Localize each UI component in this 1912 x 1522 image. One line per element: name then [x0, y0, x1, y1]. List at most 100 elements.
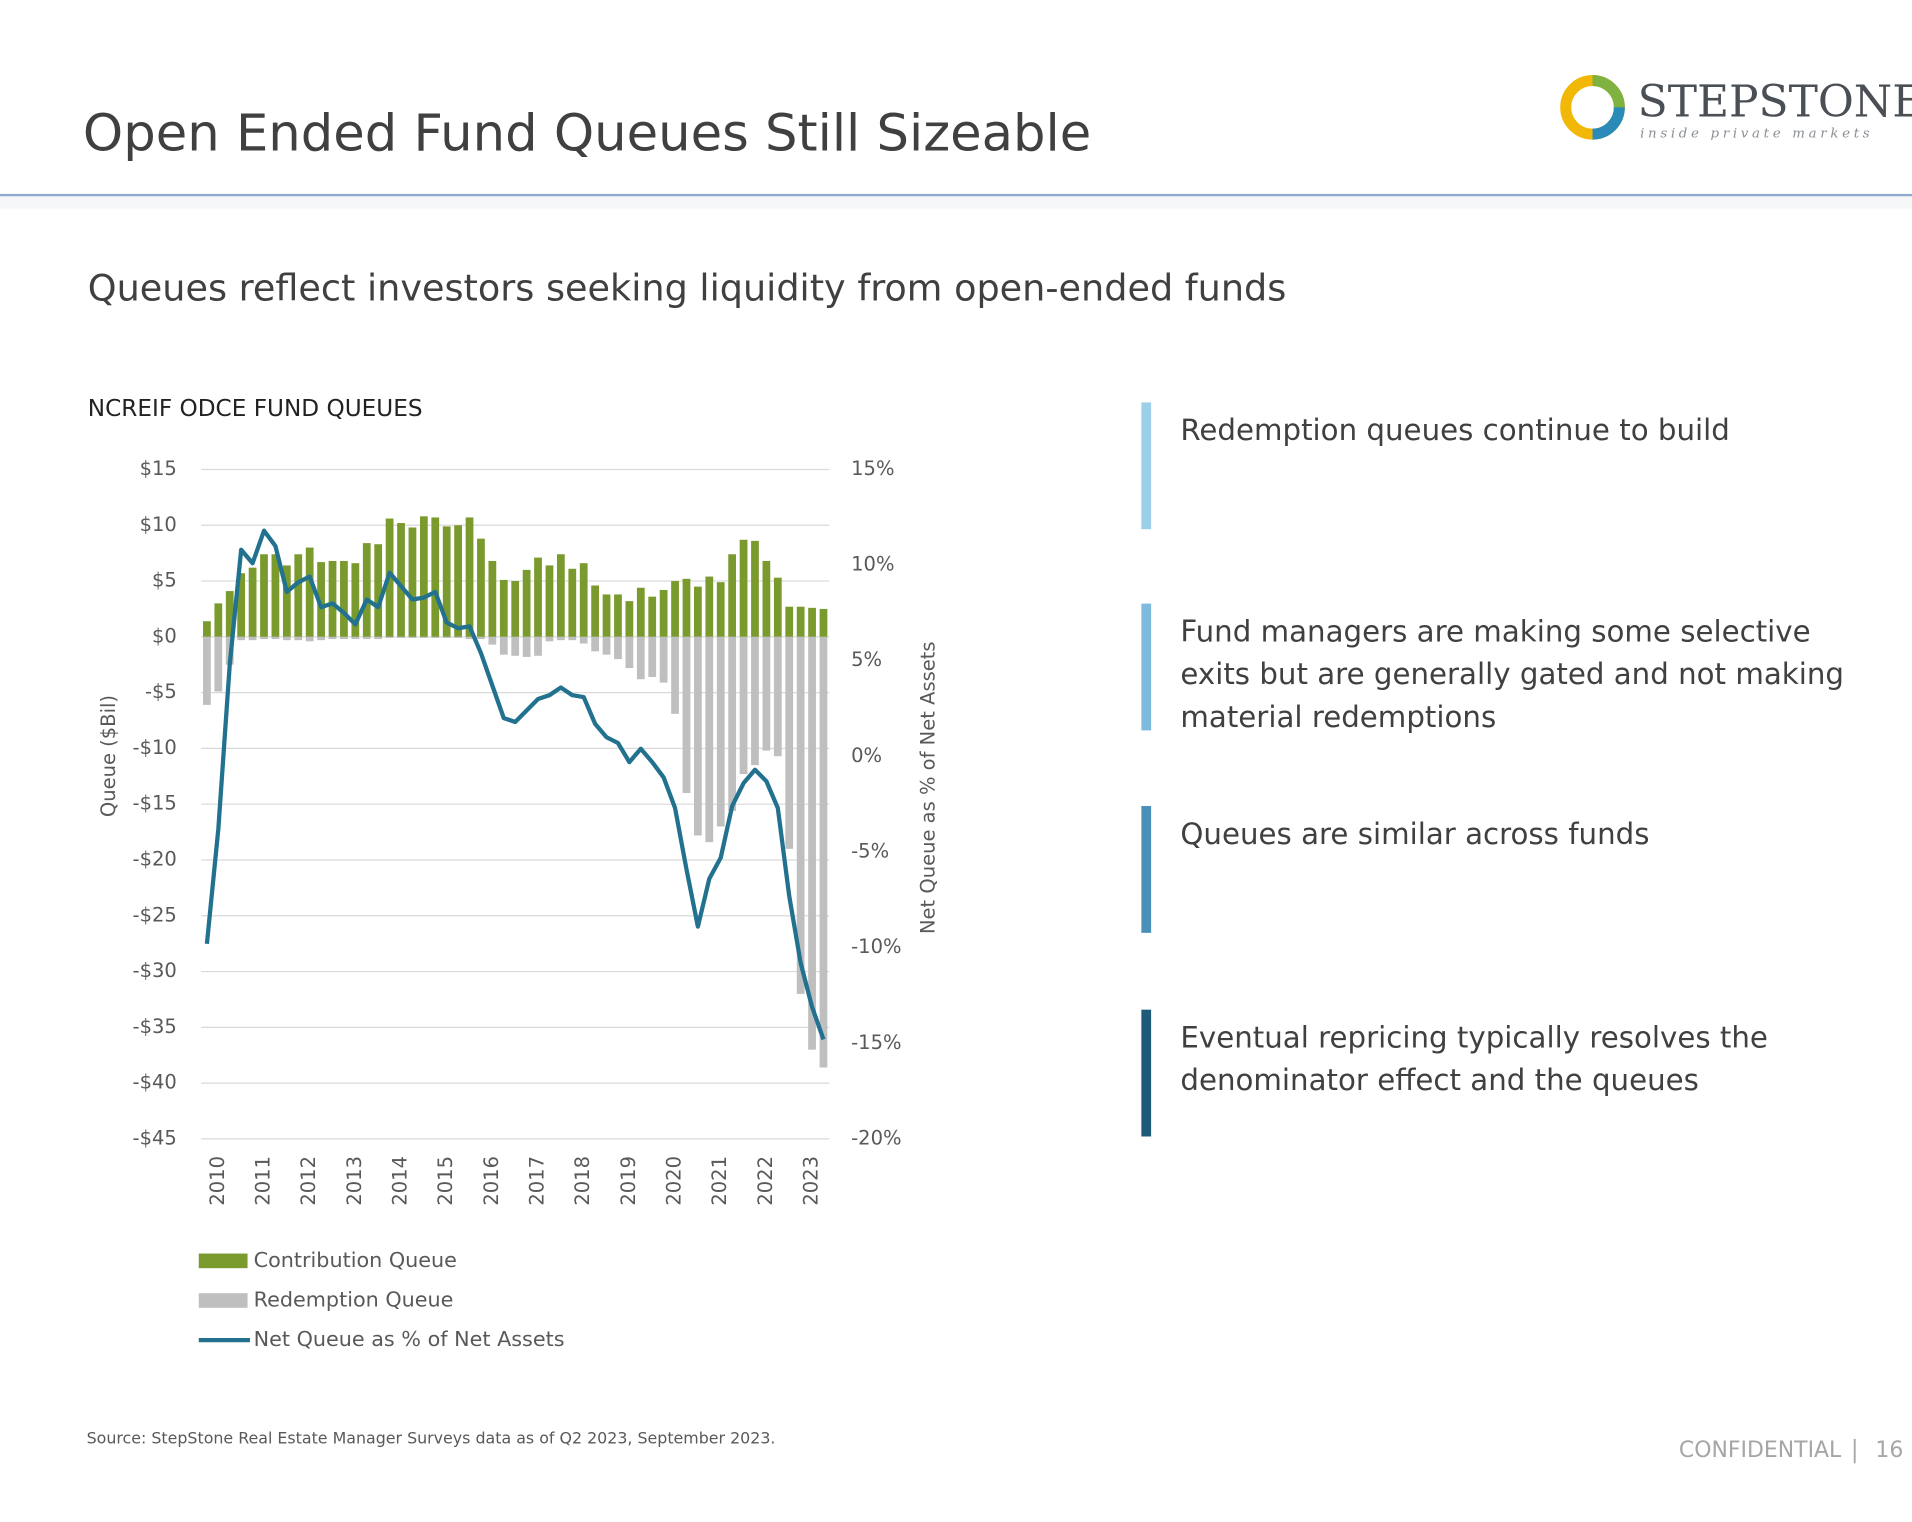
bar [499, 636, 508, 655]
bar [340, 636, 348, 640]
bar [374, 636, 383, 640]
x-tick-label: 2016 [480, 1156, 503, 1206]
x-tick-label: 2020 [663, 1156, 686, 1206]
bar [739, 539, 748, 637]
y-tick-label: -$45 [133, 1126, 177, 1149]
bar [739, 636, 748, 775]
bar [442, 526, 451, 637]
bar [203, 621, 211, 637]
y-tick-label: $15 [140, 457, 177, 480]
header-shadow [0, 196, 1912, 209]
bar [568, 636, 577, 641]
x-tick-label: 2013 [343, 1156, 366, 1206]
bullet-text: Eventual repricing typically resolves th… [1180, 1020, 1768, 1098]
y-tick-label: $10 [140, 513, 177, 536]
bar [362, 636, 371, 640]
bullet-bar [1141, 603, 1152, 731]
y-tick-label: -$15 [133, 792, 177, 815]
y2-tick-label: 15% [851, 457, 894, 480]
bar [705, 576, 714, 637]
bar [716, 636, 725, 827]
bar [614, 636, 622, 660]
y2-tick-label: -15% [851, 1031, 901, 1054]
bar [282, 636, 291, 641]
bar [511, 581, 520, 637]
page-number: 16 [1875, 1438, 1903, 1463]
bullet-bar [1141, 402, 1152, 530]
x-tick-label: 2019 [617, 1156, 640, 1206]
bar [705, 636, 714, 843]
bar [431, 636, 440, 638]
bar [499, 579, 508, 637]
y2-axis-title: Net Queue as % of Net Assets [917, 641, 940, 934]
bar [522, 636, 531, 657]
y-tick-label: -$30 [133, 959, 177, 982]
bar [682, 578, 691, 637]
y-tick-label: -$35 [133, 1015, 177, 1038]
logo-text: STEPSTONE [1638, 76, 1912, 127]
bar [568, 568, 577, 637]
bar [556, 554, 565, 637]
bar [294, 554, 303, 637]
bar [465, 636, 474, 640]
bar [659, 636, 668, 683]
bar [591, 585, 600, 637]
bar [488, 636, 497, 645]
bar [522, 569, 531, 637]
bar [305, 636, 314, 642]
y-axis-title: Queue ($Bil) [97, 695, 120, 817]
bar [648, 636, 657, 677]
bar [408, 527, 417, 637]
bar [419, 636, 428, 638]
bar [819, 636, 828, 1068]
bar [465, 517, 474, 637]
subtitle: Queues reflect investors seeking liquidi… [88, 267, 1287, 310]
bar [351, 563, 360, 637]
y-tick-label: -$40 [133, 1071, 177, 1094]
bar [340, 560, 348, 637]
bar [203, 636, 211, 705]
bar [271, 636, 280, 640]
bar [248, 636, 257, 641]
bar [819, 608, 828, 637]
bar [214, 603, 223, 637]
logo-tagline: inside private markets [1640, 127, 1873, 142]
bar [477, 636, 485, 640]
legend-label: Redemption Queue [254, 1287, 454, 1311]
bar [237, 636, 246, 641]
bar [762, 636, 771, 751]
bar [454, 636, 462, 638]
bar [282, 565, 291, 637]
bar [237, 573, 246, 637]
y-tick-label: -$5 [145, 680, 177, 703]
bar [579, 636, 588, 644]
x-tick-label: 2022 [754, 1156, 777, 1206]
y-tick-label: -$20 [133, 847, 177, 870]
bar [625, 636, 634, 669]
bullet-text: Redemption queues continue to build [1180, 413, 1730, 448]
bullet-bar [1141, 806, 1152, 933]
bar [796, 606, 805, 637]
legend-swatch [198, 1293, 248, 1308]
bar [659, 589, 668, 637]
y2-tick-label: 10% [851, 553, 894, 576]
bullet-text: Fund managers are making some selective … [1180, 614, 1844, 735]
legend-label: Net Queue as % of Net Assets [254, 1327, 565, 1351]
y2-tick-label: -5% [851, 840, 889, 863]
bar [545, 565, 554, 637]
x-tick-label: 2018 [571, 1156, 594, 1206]
bar [534, 636, 542, 656]
y-tick-label: -$25 [133, 903, 177, 926]
bullet-text: Queues are similar across funds [1180, 816, 1650, 852]
bar [385, 636, 394, 638]
legend-label: Contribution Queue [254, 1248, 457, 1272]
x-tick-label: 2011 [252, 1156, 275, 1206]
bar [602, 636, 611, 655]
bar [636, 636, 645, 680]
bar [808, 636, 816, 1050]
bar [636, 587, 645, 637]
bar [488, 560, 497, 637]
bar [579, 563, 588, 637]
bar [671, 581, 679, 637]
